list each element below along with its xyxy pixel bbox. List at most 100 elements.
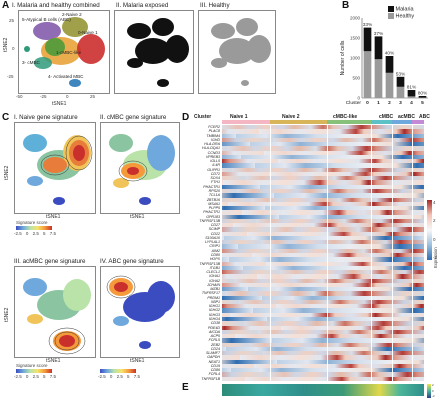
panel-c-ylabel-top: tSNE2 xyxy=(4,165,10,180)
gene-label: HOPX xyxy=(209,257,220,262)
bar-healthy xyxy=(407,96,416,98)
bar-x-tick-label: 2 xyxy=(388,100,391,106)
heatmap-row xyxy=(222,334,424,339)
gene-label: FCRL5 xyxy=(208,338,220,343)
gene-label: XBP1 xyxy=(210,299,220,304)
bar-malaria xyxy=(385,56,394,73)
heatmap-row xyxy=(222,368,424,373)
heatmap-row xyxy=(222,240,424,245)
expression-colorbar-label: Expression xyxy=(433,247,438,268)
heatmap-row xyxy=(222,137,424,143)
gene-label: MS4A1 xyxy=(208,201,220,206)
gene-label: RPS20 xyxy=(208,189,220,193)
bar-malaria xyxy=(374,36,383,60)
heatmap-row xyxy=(222,325,424,331)
heatmap-row xyxy=(222,142,424,147)
gene-label: TCL1A xyxy=(208,193,220,198)
gene-label: TNFRSF1B xyxy=(201,376,220,381)
bar-x-axis-label: Cluster xyxy=(346,100,362,106)
panel-a-label: A xyxy=(2,0,10,11)
heatmap-row xyxy=(222,201,424,207)
cluster-label-cmbc: 3- cMBC xyxy=(22,60,40,65)
gene-label: PLAC8 xyxy=(208,129,220,134)
panel-c-title-3a: III. acMBC gene xyxy=(14,258,59,265)
gene-label: ITGB1 xyxy=(209,265,220,270)
panel-e-label: E xyxy=(182,382,189,393)
panel-c-xlabel-2: tSNE1 xyxy=(130,214,145,220)
heatmap-row xyxy=(222,265,424,271)
gene-label: IGHG1 xyxy=(208,304,220,309)
bar-y-axis-label: Number of cells xyxy=(340,40,346,75)
gene-label: IGHG4 xyxy=(208,317,220,321)
gene-label: IL4R xyxy=(212,163,220,168)
bar-percent-label: 53% xyxy=(396,71,406,77)
gene-label: CD86 xyxy=(210,368,220,373)
cluster-head-abc: ABC xyxy=(419,114,430,120)
gene-label: PHACTR1 xyxy=(203,210,220,215)
gene-label: SLAMF7 xyxy=(206,351,220,356)
bar-x-tick-label: 4 xyxy=(410,100,413,106)
signature-acmbc-plot xyxy=(14,266,96,358)
heatmap-row xyxy=(222,197,424,203)
cluster-label-abc: 5-Atypical B cells (ABC) xyxy=(22,17,71,22)
gene-label: ZEB2 xyxy=(211,342,220,347)
heatmap-row xyxy=(222,206,424,211)
gene-label: TMBIM4 xyxy=(206,133,220,138)
panel-c-xlabel-1: tSNE1 xyxy=(46,214,61,220)
cluster-label-naive1: 0-Naive 1 xyxy=(78,30,98,35)
heatmap-row xyxy=(222,244,424,250)
heatmap-row xyxy=(222,253,424,258)
gene-label: FCRL4 xyxy=(208,372,220,377)
gene-label: TNFRSF17 xyxy=(201,291,220,296)
expression-colorbar xyxy=(427,200,432,260)
gene-label: ZBTB16 xyxy=(206,197,220,202)
bar-malaria xyxy=(363,27,372,52)
gene-label: CD24 xyxy=(210,346,220,351)
cluster-label-naive2: 2-Naive 2 xyxy=(62,12,82,17)
heatmap-row xyxy=(222,171,424,177)
gene-label: IGHD xyxy=(211,137,220,142)
gene-label: SOX4 xyxy=(210,176,220,181)
panel-a-title-3: III. Healthy xyxy=(200,2,230,9)
gene-label: CLECL1 xyxy=(206,270,220,275)
bar-healthy xyxy=(385,72,394,98)
bar-percent-label: 40% xyxy=(385,51,395,57)
gene-label: CD72 xyxy=(210,171,220,176)
panel-a-ylabel: tSNE2 xyxy=(3,37,9,52)
module-score-colorbar xyxy=(427,384,431,398)
gene-label: JCHAIN xyxy=(207,282,220,287)
heatmap-row xyxy=(222,282,424,288)
signature-abc-plot xyxy=(100,266,180,358)
signature-naive-plot xyxy=(14,122,96,214)
bar-y-tick-label: 500 xyxy=(352,76,360,81)
panel-a-xtick-4: 25 xyxy=(90,94,96,99)
heatmap-row xyxy=(222,231,424,237)
tsne-malaria-svg xyxy=(127,18,189,87)
signature-naive-svg xyxy=(23,134,93,205)
bar-x-tick-label: 1 xyxy=(377,100,380,106)
panel-c-ylabel-bottom: tSNE2 xyxy=(4,307,10,322)
cluster-head-cmbc-like: cMBC-like xyxy=(333,114,358,120)
panel-c-label: C xyxy=(2,112,10,123)
bar-percent-label: 33% xyxy=(363,22,373,28)
panel-c-xlabel-4: tSNE1 xyxy=(130,358,145,364)
cluster-head-cmbc: cMBC xyxy=(379,114,394,120)
cluster-head-naive2: Naive 2 xyxy=(282,114,300,120)
heatmap-row xyxy=(222,167,424,173)
gene-label: IGHG2 xyxy=(208,308,220,313)
bar-percent-label: 81% xyxy=(407,85,417,91)
gene-label: FTH1 xyxy=(211,180,220,185)
cluster-label-cmbc-like: 1-cMBC-like xyxy=(56,50,82,55)
heatmap-row xyxy=(222,355,424,360)
signature-acmbc-svg xyxy=(23,278,91,355)
gene-label: TNFRSF13B xyxy=(199,261,220,266)
panel-a-ytick-3: -25 xyxy=(7,74,14,79)
heatmap-row xyxy=(222,308,424,314)
heatmap-row xyxy=(222,223,424,228)
heatmap-row xyxy=(222,146,424,151)
bar-percent-label: 37% xyxy=(374,31,384,37)
signature-abc-svg xyxy=(106,275,175,349)
heatmap-row xyxy=(222,295,424,301)
tsne-healthy-plot xyxy=(198,10,276,94)
bar-y-tick-label: 1000 xyxy=(350,56,361,61)
